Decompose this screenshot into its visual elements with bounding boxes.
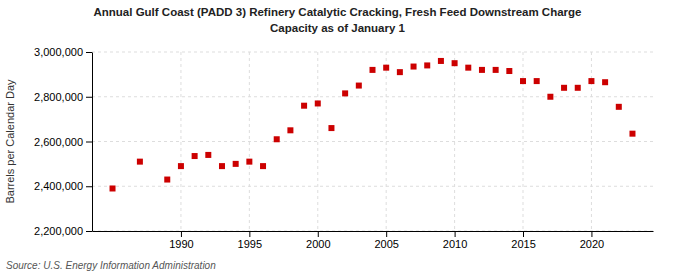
point bbox=[274, 136, 280, 142]
point bbox=[301, 103, 307, 109]
x-tick: 2000 bbox=[306, 231, 330, 250]
x-tick: 1990 bbox=[169, 231, 193, 250]
x-axis: 1990 1995 2000 2005 2010 2015 2020 bbox=[93, 231, 654, 250]
point bbox=[315, 100, 321, 106]
y-axis: 2,200,000 2,400,000 2,600,000 2,800,000 3,00… bbox=[34, 46, 92, 237]
y-tick-mark bbox=[86, 97, 92, 98]
y-tick-label: 2,400,000 bbox=[34, 180, 83, 192]
point bbox=[479, 67, 485, 73]
x-tick-label: 2005 bbox=[374, 238, 398, 250]
grid-line bbox=[92, 52, 653, 53]
point bbox=[328, 125, 334, 131]
point bbox=[561, 85, 567, 91]
annotation: Source: U.S. Energy Information Administ… bbox=[6, 260, 216, 271]
point bbox=[534, 78, 540, 84]
point bbox=[547, 94, 553, 100]
point bbox=[438, 58, 444, 64]
y-tick: 2,200,000 bbox=[34, 225, 92, 237]
point bbox=[465, 65, 471, 71]
grid-line bbox=[92, 186, 653, 187]
y-tick-label: 2,200,000 bbox=[34, 225, 83, 237]
title: Annual Gulf Coast (PADD 3) Refinery Cata… bbox=[93, 6, 581, 18]
x-tick-mark bbox=[386, 231, 387, 237]
x-tick: 2010 bbox=[443, 231, 467, 250]
point bbox=[370, 67, 376, 73]
y-tick-label: 2,800,000 bbox=[34, 91, 83, 103]
grid bbox=[92, 52, 653, 231]
point bbox=[383, 65, 389, 71]
y-tick-mark bbox=[86, 186, 92, 187]
x-tick-label: 2015 bbox=[511, 238, 535, 250]
subtitle: Capacity as of January 1 bbox=[270, 22, 405, 34]
x-tick: 1995 bbox=[238, 231, 262, 250]
points bbox=[110, 58, 636, 192]
y-tick: 3,000,000 bbox=[34, 46, 92, 58]
point bbox=[452, 60, 458, 66]
point bbox=[411, 64, 417, 70]
plot: 1990 1995 2000 2005 2010 2015 2020 2,200,000 2,4… bbox=[34, 46, 653, 250]
point bbox=[616, 104, 622, 110]
point bbox=[192, 153, 198, 159]
point bbox=[287, 127, 293, 133]
grid-line bbox=[317, 52, 318, 231]
grid-line bbox=[92, 141, 653, 142]
point bbox=[424, 62, 430, 68]
point bbox=[575, 85, 581, 91]
x-tick-label: 1995 bbox=[238, 238, 262, 250]
y-tick-label: 2,600,000 bbox=[34, 136, 83, 148]
point bbox=[137, 159, 143, 165]
grid-line bbox=[386, 52, 387, 231]
x-tick-mark bbox=[523, 231, 524, 237]
x-tick-mark bbox=[318, 231, 319, 237]
y-tick: 2,800,000 bbox=[34, 91, 92, 103]
x-axis-line bbox=[93, 231, 654, 232]
point bbox=[356, 83, 362, 89]
y-tick-mark bbox=[86, 231, 92, 232]
point bbox=[110, 185, 116, 191]
grid-line bbox=[92, 231, 653, 232]
point bbox=[493, 67, 499, 73]
x-tick-mark bbox=[249, 231, 250, 237]
point bbox=[178, 163, 184, 169]
x-tick: 2005 bbox=[374, 231, 398, 250]
grid-line bbox=[249, 52, 250, 231]
y-tick: 2,600,000 bbox=[34, 136, 92, 148]
point bbox=[260, 163, 266, 169]
x-tick: 2015 bbox=[511, 231, 535, 250]
point bbox=[246, 159, 252, 165]
x-tick-label: 1990 bbox=[169, 238, 193, 250]
y-axis-line bbox=[92, 53, 93, 232]
point bbox=[602, 79, 608, 85]
point bbox=[520, 78, 526, 84]
y-tick: 2,400,000 bbox=[34, 180, 92, 192]
point bbox=[506, 68, 512, 74]
x-tick: 2020 bbox=[580, 231, 604, 250]
x-tick-label: 2010 bbox=[443, 238, 467, 250]
x-tick-mark bbox=[455, 231, 456, 237]
grid-line bbox=[92, 96, 653, 97]
y-axis-label: Barrels per Calendar Day bbox=[4, 79, 16, 204]
grid-line bbox=[454, 52, 455, 231]
point bbox=[397, 69, 403, 75]
x-tick-label: 2020 bbox=[580, 238, 604, 250]
y-tick-mark bbox=[86, 52, 92, 53]
point bbox=[233, 161, 239, 167]
y-tick-mark bbox=[86, 142, 92, 143]
grid-line bbox=[180, 52, 181, 231]
point bbox=[629, 131, 635, 137]
y-tick-label: 3,000,000 bbox=[34, 46, 83, 58]
point bbox=[205, 152, 211, 158]
x-tick-label: 2000 bbox=[306, 238, 330, 250]
point bbox=[588, 78, 594, 84]
point bbox=[164, 177, 170, 183]
chart: Annual Gulf Coast (PADD 3) Refinery Cata… bbox=[0, 0, 675, 275]
x-tick-mark bbox=[181, 231, 182, 237]
point bbox=[219, 163, 225, 169]
x-tick-mark bbox=[591, 231, 592, 237]
point bbox=[342, 90, 348, 96]
